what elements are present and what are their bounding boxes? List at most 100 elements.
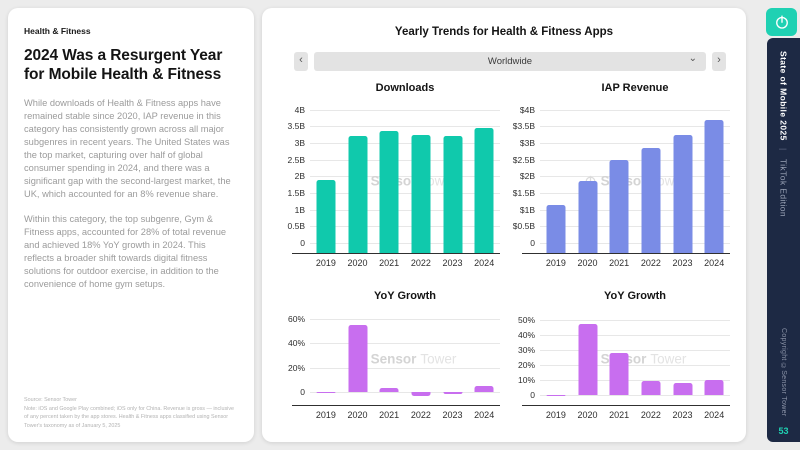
chart-plot-area: $4B$3.5B$3B$2.5B$2B$1.5B$1B$0.5B0SensorT… [513, 105, 730, 254]
chart-bar[interactable] [673, 382, 693, 395]
x-axis-tick-label: 2023 [672, 410, 693, 420]
y-axis-tick-label: 60% [287, 314, 305, 325]
gridline [540, 226, 730, 228]
gridline [540, 143, 730, 144]
sensor-tower-logo[interactable] [766, 8, 797, 36]
chart-bar[interactable] [348, 136, 367, 253]
chart-bar[interactable] [443, 391, 463, 395]
chart-bar[interactable] [578, 181, 597, 253]
chart-bar[interactable] [316, 179, 336, 253]
bar-slot [373, 108, 405, 253]
watermark-brand: Sensor [370, 351, 417, 366]
chart-bar[interactable] [348, 325, 367, 392]
gridline [310, 243, 500, 244]
x-axis-tick-label: 2020 [347, 410, 368, 420]
x-axis-tick-label: 2024 [474, 410, 495, 420]
x-axis-line [292, 404, 500, 406]
bar-slot [635, 312, 667, 405]
x-axis-tick-label: 2022 [410, 258, 431, 268]
x-axis-tick-label: 2021 [609, 258, 630, 268]
charts-panel: Yearly Trends for Health & Fitness Apps … [262, 8, 746, 442]
gridline [310, 176, 500, 178]
y-axis-tick-label: 0 [300, 238, 305, 248]
bar-slot [603, 108, 635, 253]
gridline [540, 243, 730, 244]
x-axis-line [292, 252, 500, 254]
y-axis-tick-label: 3.5B [287, 121, 306, 132]
gridline [310, 143, 500, 144]
bar-slot [373, 312, 405, 405]
x-axis-labels: 2019 2020 2021 2022 2023 2024 [540, 410, 730, 420]
chart-bar[interactable] [379, 131, 399, 253]
page-number: 53 [778, 426, 789, 436]
chart-bar[interactable] [443, 136, 463, 253]
chart-bar[interactable] [546, 204, 566, 253]
bar-slot [603, 312, 635, 405]
bars-layer [540, 108, 730, 253]
x-axis-labels: 2019 2020 2021 2022 2023 2024 [310, 258, 500, 268]
chart-bar[interactable] [411, 391, 431, 397]
y-axis-tick-label: 20% [287, 362, 305, 373]
gridline [540, 379, 730, 381]
x-axis-tick-label: 2021 [379, 258, 400, 268]
y-axis-tick-label: 4B [294, 104, 305, 115]
gridline [310, 126, 500, 128]
x-axis-labels: 2019 2020 2021 2022 2023 2024 [310, 410, 500, 420]
y-axis-tick-label: 1B [294, 204, 305, 215]
x-axis-tick-label: 2021 [379, 410, 400, 420]
chart-bar[interactable] [609, 352, 629, 395]
gridline [310, 159, 500, 161]
gridline [310, 319, 500, 321]
gridline [540, 176, 730, 178]
gridline [540, 159, 730, 161]
chart-bar[interactable] [578, 324, 597, 395]
chevron-right-icon: › [717, 53, 721, 66]
chart-bar[interactable] [316, 391, 336, 393]
chart-title: YoY Growth [604, 290, 666, 302]
source-line: Source: Sensor Tower [24, 396, 77, 403]
chart-bar[interactable] [673, 134, 693, 253]
bar-slot [540, 108, 572, 253]
chart-bar[interactable] [379, 388, 399, 392]
y-axis-tick-label: $2B [519, 171, 535, 182]
region-selector-row: ‹ Worldwide ⌄ › [294, 51, 726, 71]
bars-layer [310, 312, 500, 405]
summary-paragraph: Within this category, the top subgenre, … [24, 213, 227, 290]
bar-slot [310, 312, 342, 405]
x-axis-tick-label: 2023 [442, 410, 463, 420]
footnote: Source: Sensor Tower Note: iOS and Googl… [24, 396, 240, 431]
x-axis-tick-label: 2019 [545, 410, 566, 420]
x-axis-tick-label: 2022 [410, 410, 431, 420]
region-prev-button[interactable]: ‹ [294, 51, 308, 71]
x-axis-labels: 2019 2020 2021 2022 2023 2024 [540, 258, 730, 268]
region-dropdown[interactable]: Worldwide ⌄ [314, 51, 706, 71]
chevron-down-icon: ⌄ [688, 52, 697, 64]
chart-bar[interactable] [546, 394, 566, 396]
x-axis-tick-label: 2019 [315, 258, 336, 268]
gridline [540, 209, 730, 211]
gridline [310, 193, 500, 194]
chart-bar[interactable] [641, 148, 661, 253]
x-axis-tick-label: 2022 [640, 410, 661, 420]
gridline [310, 391, 500, 393]
x-axis-tick-label: 2024 [474, 258, 495, 268]
chart-bar[interactable] [704, 379, 724, 395]
region-dropdown-value: Worldwide [487, 55, 533, 67]
y-axis-tick-label: 40% [287, 338, 305, 349]
chart-bar[interactable] [474, 128, 494, 253]
region-next-button[interactable]: › [712, 51, 726, 71]
summary-panel: Health & Fitness 2024 Was a Resurgent Ye… [8, 8, 254, 442]
category-eyebrow: Health & Fitness [24, 26, 91, 36]
chart-bar[interactable] [704, 119, 724, 253]
x-axis-tick-label: 2024 [704, 258, 725, 268]
chart-bar[interactable] [474, 385, 494, 392]
y-axis-tick-label: $0.5B [512, 221, 535, 232]
y-axis-tick-label: 2B [294, 171, 305, 182]
chart-bar[interactable] [411, 134, 431, 253]
y-axis-tick-label: $1B [519, 204, 535, 215]
chart-bar[interactable] [609, 159, 629, 253]
chart-bar[interactable] [641, 381, 661, 395]
x-axis-tick-label: 2023 [672, 258, 693, 268]
